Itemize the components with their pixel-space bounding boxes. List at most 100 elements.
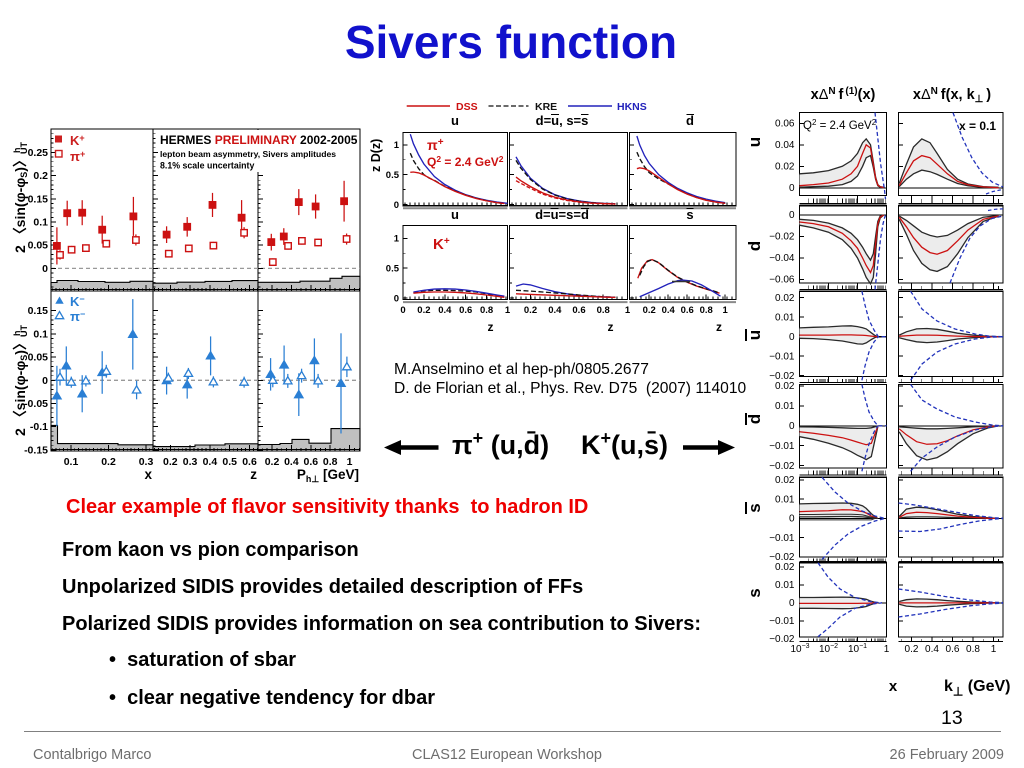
svg-text:0.6: 0.6 <box>242 456 257 468</box>
svg-text:0.2: 0.2 <box>905 644 919 655</box>
svg-text:10−3: 10−3 <box>790 643 809 655</box>
svg-text:x: x <box>889 678 898 695</box>
svg-text:0.3: 0.3 <box>183 456 198 468</box>
svg-text:0.5: 0.5 <box>386 264 400 275</box>
svg-text:0.15: 0.15 <box>28 193 49 205</box>
svg-text:0.6: 0.6 <box>459 305 472 316</box>
svg-text:KRE: KRE <box>535 101 557 113</box>
svg-text:x: x <box>144 467 152 482</box>
svg-text:0: 0 <box>789 210 795 221</box>
svg-text:1: 1 <box>347 456 353 468</box>
svg-text:0: 0 <box>789 332 795 343</box>
svg-text:d: d <box>745 241 764 251</box>
svg-text:0.02: 0.02 <box>775 381 795 392</box>
svg-text:2 〈sin(φ-φS)〉hUT: 2 〈sin(φ-φS)〉hUT <box>12 325 29 436</box>
svg-text:u: u <box>451 207 459 222</box>
svg-text:0.25: 0.25 <box>28 147 49 159</box>
svg-text:−0.02: −0.02 <box>769 461 795 472</box>
svg-text:0: 0 <box>789 598 795 609</box>
svg-text:2 〈sin(φ-φS)〉hUT: 2 〈sin(φ-φS)〉hUT <box>12 142 29 253</box>
svg-text:s: s <box>745 588 764 597</box>
svg-text:0.4: 0.4 <box>662 305 676 316</box>
svg-text:−0.02: −0.02 <box>769 371 795 382</box>
svg-text:0.3: 0.3 <box>139 456 154 468</box>
svg-text:K+: K+ <box>70 133 85 148</box>
svg-text:0.2: 0.2 <box>101 456 116 468</box>
svg-text:0: 0 <box>789 514 795 525</box>
svg-text:0.01: 0.01 <box>775 580 795 591</box>
svg-text:0.4: 0.4 <box>548 305 562 316</box>
svg-text:K−: K− <box>70 294 85 309</box>
svg-text:xΔN f(x, k⊥ ): xΔN f(x, k⊥ ) <box>913 86 991 105</box>
svg-text:0.2: 0.2 <box>33 170 48 182</box>
svg-text:0.02: 0.02 <box>775 162 795 173</box>
svg-text:HKNS: HKNS <box>617 101 647 113</box>
svg-text:0.04: 0.04 <box>775 140 795 151</box>
svg-text:0.1: 0.1 <box>33 217 48 229</box>
svg-text:π−: π− <box>70 309 85 324</box>
svg-text:0.5: 0.5 <box>222 456 237 468</box>
svg-text:0: 0 <box>789 183 795 194</box>
svg-text:0.05: 0.05 <box>28 240 49 252</box>
svg-text:0.1: 0.1 <box>33 328 48 340</box>
svg-text:0.2: 0.2 <box>524 305 537 316</box>
svg-text:d=u, s=s: d=u, s=s <box>536 113 589 128</box>
svg-text:0.4: 0.4 <box>438 305 452 316</box>
svg-text:1: 1 <box>884 644 890 655</box>
svg-text:−0.01: −0.01 <box>769 441 795 452</box>
svg-text:d=u=s=d: d=u=s=d <box>535 207 589 222</box>
svg-text:u: u <box>451 113 459 128</box>
svg-text:10−2: 10−2 <box>819 643 838 655</box>
svg-text:0.2: 0.2 <box>163 456 178 468</box>
svg-text:0: 0 <box>42 263 48 275</box>
svg-text:0.5: 0.5 <box>386 170 400 181</box>
svg-text:0.6: 0.6 <box>572 305 585 316</box>
svg-text:0.8: 0.8 <box>700 305 713 316</box>
svg-text:z: z <box>250 467 257 482</box>
svg-text:s: s <box>686 207 693 222</box>
svg-text:1: 1 <box>394 234 400 245</box>
svg-text:0.02: 0.02 <box>775 562 795 573</box>
svg-text:π+: π+ <box>427 137 444 153</box>
svg-text:0.2: 0.2 <box>265 456 280 468</box>
svg-text:0.6: 0.6 <box>946 644 960 655</box>
svg-text:Q2 = 2.4 GeV2: Q2 = 2.4 GeV2 <box>427 154 504 169</box>
svg-text:0.01: 0.01 <box>775 312 795 323</box>
svg-text:8.1% scale uncertainty: 8.1% scale uncertainty <box>160 161 254 171</box>
svg-text:0: 0 <box>400 305 405 316</box>
svg-text:−0.02: −0.02 <box>769 634 795 645</box>
svg-text:−0.01: −0.01 <box>769 533 795 544</box>
svg-text:π+: π+ <box>70 149 85 164</box>
svg-text:K+: K+ <box>433 236 450 253</box>
svg-text:1: 1 <box>723 305 729 316</box>
svg-text:−0.01: −0.01 <box>769 351 795 362</box>
svg-text:s: s <box>745 503 764 512</box>
svg-text:0.6: 0.6 <box>681 305 694 316</box>
svg-text:1: 1 <box>394 140 400 151</box>
svg-text:HERMES PRELIMINARY 2002-2005: HERMES PRELIMINARY 2002-2005 <box>160 133 358 147</box>
svg-text:0.06: 0.06 <box>775 119 795 130</box>
svg-text:lepton beam asymmetry, Sivers: lepton beam asymmetry, Sivers amplitudes <box>160 149 336 159</box>
svg-text:0.8: 0.8 <box>966 644 980 655</box>
svg-text:-0.15: -0.15 <box>24 444 48 456</box>
svg-text:u: u <box>745 330 764 340</box>
svg-text:0.8: 0.8 <box>480 305 493 316</box>
svg-text:z D(z): z D(z) <box>369 139 383 172</box>
svg-text:0.4: 0.4 <box>203 456 218 468</box>
svg-text:0.2: 0.2 <box>643 305 656 316</box>
svg-text:-0.1: -0.1 <box>30 421 48 433</box>
svg-text:0.6: 0.6 <box>303 456 318 468</box>
svg-text:0: 0 <box>42 375 48 387</box>
svg-text:−0.04: −0.04 <box>769 253 795 264</box>
svg-text:z: z <box>488 320 494 334</box>
svg-text:d: d <box>686 113 694 128</box>
svg-text:0: 0 <box>789 421 795 432</box>
svg-text:0.01: 0.01 <box>775 401 795 412</box>
svg-text:u: u <box>745 137 764 147</box>
svg-text:DSS: DSS <box>456 101 478 113</box>
svg-text:−0.02: −0.02 <box>769 552 795 563</box>
svg-text:1: 1 <box>625 305 631 316</box>
svg-text:Q2 = 2.4 GeV2: Q2 = 2.4 GeV2 <box>803 118 877 132</box>
svg-text:k⊥ (GeV): k⊥ (GeV) <box>944 678 1010 699</box>
svg-text:−0.06: −0.06 <box>769 275 795 286</box>
